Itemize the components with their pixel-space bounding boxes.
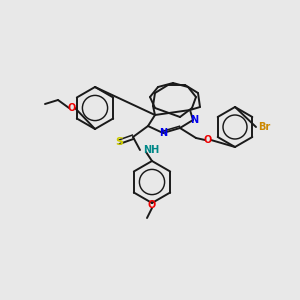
- Text: O: O: [148, 200, 156, 210]
- Text: N: N: [190, 115, 198, 125]
- Text: Br: Br: [258, 122, 270, 132]
- Text: N: N: [159, 128, 167, 138]
- Text: S: S: [115, 137, 123, 147]
- Text: O: O: [204, 135, 212, 145]
- Text: O: O: [68, 103, 76, 113]
- Text: NH: NH: [143, 145, 159, 155]
